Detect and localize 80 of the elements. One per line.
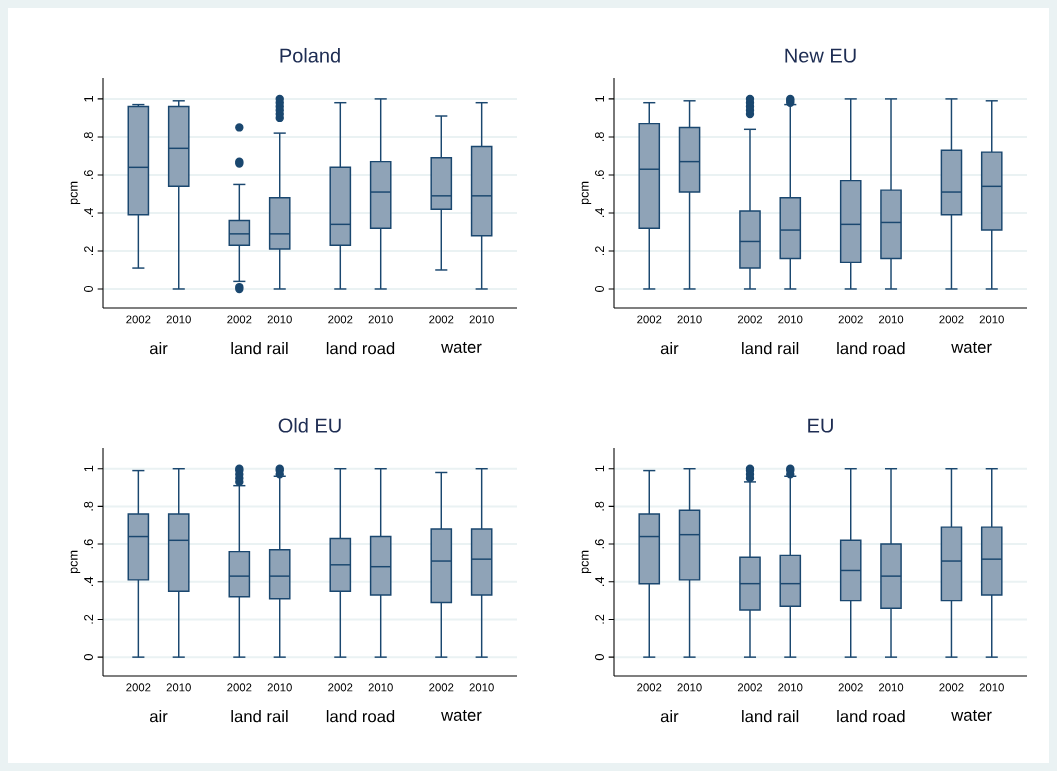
x-tick-label: 2010 [979,683,1004,692]
y-tick-label: .8 [594,501,604,511]
y-tick-label: .4 [84,576,93,586]
x-tick-label: 2010 [878,315,904,324]
x-tick-label: 2010 [166,683,191,692]
y-tick-label: 1 [84,465,93,472]
y-tick-label: 0 [84,285,93,292]
y-tick-label: .6 [594,539,604,549]
y-tick-label: 0 [594,654,604,661]
text: air [660,710,679,723]
x-tick-label: 2002 [737,683,763,692]
y-axis-title: pcm [70,550,81,574]
text: land road [837,342,905,355]
text: water [441,342,482,353]
chart-title: Old EU [278,417,341,433]
text: land road [326,342,395,355]
text: water [441,710,482,721]
y-tick-label: .6 [594,170,604,180]
text: land rail [231,342,288,355]
x-tick-label: 2010 [979,315,1004,324]
x-tick-label: 2010 [368,315,393,324]
x-tick-label: 2002 [939,315,964,324]
text: water [951,710,992,721]
y-tick-label: .4 [595,208,604,218]
text: land rail [742,342,799,355]
text: land road [837,710,905,723]
text: water [951,342,992,353]
x-tick-label: 2010 [166,315,191,324]
y-axis-title: pcm [581,181,592,205]
y-tick-label: .8 [594,132,604,142]
y-tick-label: .2 [84,614,93,624]
x-tick-label: 2010 [267,683,292,692]
text: land rail [742,710,799,723]
x-tick-label: 2002 [637,315,662,324]
x-tick-label: 2002 [838,315,863,324]
x-tick-label: 2002 [838,683,863,692]
x-tick-label: 2002 [429,315,454,324]
x-tick-label: 2010 [469,683,494,692]
x-tick-label: 2002 [227,315,252,324]
y-tick-label: .6 [84,539,93,549]
y-tick-label: .2 [84,246,93,256]
x-tick-label: 2010 [778,315,803,324]
text: air [660,342,679,355]
text: air [150,342,168,355]
y-tick-label: 1 [595,96,604,102]
x-tick-label: 2010 [267,315,292,324]
y-axis-title: pcm [581,550,592,574]
y-tick-label: 1 [84,96,93,102]
x-tick-label: 2010 [778,683,803,692]
x-tick-label: 2002 [637,683,662,692]
y-tick-label: .6 [84,170,93,180]
x-tick-label: 2010 [677,315,702,324]
x-tick-label: 2010 [368,683,393,692]
chart-title: New EU [785,48,856,63]
x-tick-label: 2010 [469,315,494,324]
x-tick-label: 2002 [429,683,454,692]
chart-title: Poland [280,47,340,63]
x-tick-label: 2002 [126,315,151,324]
y-axis-title: pcm [70,181,81,205]
chart-title: EU [808,418,833,433]
x-tick-label: 2002 [126,683,151,692]
y-tick-label: .4 [595,576,604,586]
x-tick-label: 2002 [227,683,252,692]
x-tick-label: 2010 [878,683,904,692]
y-tick-label: .8 [84,501,93,511]
y-tick-label: 0 [594,285,604,292]
x-tick-label: 2002 [737,315,763,324]
text: land road [326,710,395,723]
x-tick-label: 2002 [328,683,353,692]
x-tick-label: 2002 [939,683,964,692]
y-tick-label: 0 [84,654,93,661]
y-tick-label: .2 [595,614,604,624]
x-tick-label: 2002 [328,315,353,324]
x-tick-label: 2010 [677,683,702,692]
y-tick-label: .4 [84,208,93,218]
y-tick-label: .8 [84,132,93,142]
y-tick-label: .2 [595,246,604,256]
y-tick-label: 1 [595,465,604,472]
text: land rail [231,710,288,723]
text: air [150,710,168,723]
